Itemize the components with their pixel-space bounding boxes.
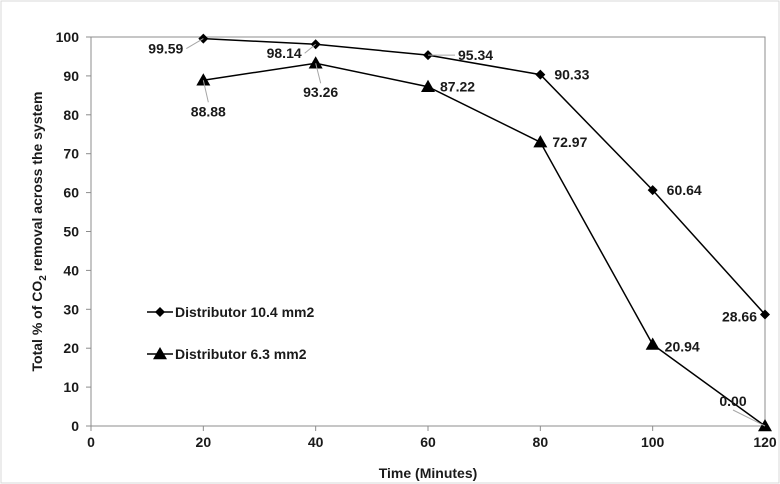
leader-line bbox=[732, 409, 766, 427]
x-tick-label: 60 bbox=[420, 434, 436, 450]
data-point-0 bbox=[760, 309, 770, 320]
legend-marker-1 bbox=[153, 347, 167, 360]
x-tick-label: 40 bbox=[308, 434, 324, 450]
data-point-1 bbox=[308, 56, 323, 69]
y-tick-label: 10 bbox=[63, 379, 79, 395]
y-axis-title-suffix: removal across the system bbox=[29, 92, 45, 276]
data-point-0 bbox=[647, 185, 658, 196]
data-label: 0.00 bbox=[719, 393, 746, 409]
tick-labels: 0 10 20 30 40 50 60 70 80 90 100 0 20 40 60 80 100 120 bbox=[56, 29, 777, 450]
y-axis-title: Total % of CO2 removal across the system bbox=[29, 92, 49, 372]
y-axis-title-subscript: 2 bbox=[38, 275, 49, 281]
y-axis-title-prefix: Total % of CO bbox=[29, 281, 45, 372]
data-point-1 bbox=[421, 79, 435, 92]
data-label: 95.34 bbox=[458, 47, 493, 63]
data-label: 87.22 bbox=[440, 79, 475, 95]
x-tick-label: 100 bbox=[641, 434, 665, 450]
y-tick-label: 70 bbox=[63, 146, 79, 162]
series-line-1 bbox=[203, 62, 766, 427]
axes bbox=[86, 36, 766, 431]
x-tick-label: 80 bbox=[533, 434, 549, 450]
leader-line bbox=[315, 63, 322, 84]
x-tick-label: 0 bbox=[87, 434, 95, 450]
series-line-0 bbox=[203, 37, 766, 316]
data-point-1 bbox=[645, 337, 660, 350]
data-label: 28.66 bbox=[722, 309, 757, 325]
y-tick-label: 90 bbox=[63, 68, 79, 84]
data-label: 72.97 bbox=[552, 134, 587, 150]
data-point-1 bbox=[758, 419, 772, 432]
leader-line bbox=[186, 38, 204, 50]
x-tick-label: 120 bbox=[753, 434, 777, 450]
data-label: 20.94 bbox=[665, 339, 700, 355]
y-tick-label: 40 bbox=[63, 262, 79, 278]
data-label: 88.88 bbox=[191, 103, 226, 119]
x-axis-title: Time (Minutes) bbox=[379, 465, 478, 481]
y-tick-label: 50 bbox=[63, 224, 79, 240]
data-point-1 bbox=[196, 73, 211, 86]
data-label: 98.14 bbox=[267, 45, 302, 61]
leader-line bbox=[304, 43, 316, 54]
legend-label-1: Distributor 6.3 mm2 bbox=[175, 346, 307, 362]
x-tick-label: 20 bbox=[196, 434, 212, 450]
y-tick-label: 20 bbox=[63, 340, 79, 356]
legend-marker-0 bbox=[155, 307, 165, 317]
leader-line bbox=[202, 80, 209, 103]
y-tick-label: 100 bbox=[56, 29, 80, 45]
legend-label-0: Distributor 10.4 mm2 bbox=[175, 304, 314, 320]
data-point-0 bbox=[535, 69, 546, 80]
data-point-1 bbox=[533, 135, 548, 148]
data-label: 60.64 bbox=[667, 182, 702, 198]
data-label: 99.59 bbox=[148, 41, 183, 57]
data-label: 90.33 bbox=[554, 67, 589, 83]
data-labels: 99.59 98.14 95.34 90.33 60.64 28.66 88.88 93.26… bbox=[148, 38, 766, 427]
y-tick-label: 60 bbox=[63, 185, 79, 201]
y-tick-label: 0 bbox=[71, 418, 79, 434]
legend: Distributor 10.4 mm2 Distributor 6.3 mm2 bbox=[147, 304, 314, 362]
y-tick-label: 30 bbox=[63, 301, 79, 317]
y-tick-label: 80 bbox=[63, 107, 79, 123]
data-label: 93.26 bbox=[303, 84, 338, 100]
